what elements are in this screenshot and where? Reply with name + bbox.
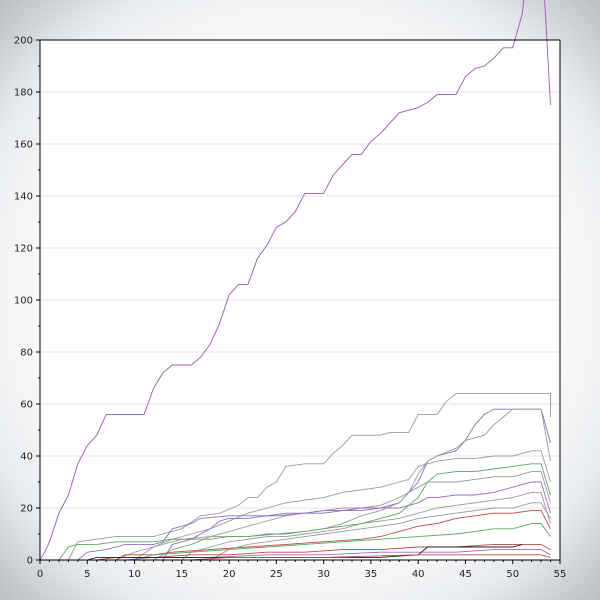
x-tick-label: 5	[84, 569, 90, 580]
series-line-2	[40, 393, 551, 560]
x-tick-label: 15	[175, 569, 188, 580]
series-line-8	[40, 481, 551, 560]
series-line-4	[40, 408, 551, 560]
y-axis: 0 20 40 60 80 100 120 140 160 180 200	[14, 36, 40, 567]
x-tick-label: 50	[506, 569, 519, 580]
y-tick-label: 80	[20, 348, 33, 359]
x-tick-label: 55	[554, 569, 567, 580]
series-line-1	[39, 0, 551, 560]
y-tick-label: 120	[14, 244, 33, 255]
y-tick-label: 100	[14, 296, 33, 307]
y-tick-label: 0	[27, 556, 33, 567]
series-line-5	[40, 450, 551, 560]
x-tick-label: 25	[270, 569, 283, 580]
series-line-12	[40, 523, 551, 560]
series-line-10	[40, 510, 551, 560]
y-tick-label: 180	[14, 88, 33, 99]
gridlines	[40, 91, 560, 509]
x-tick-label: 40	[412, 569, 425, 580]
y-tick-label: 20	[20, 504, 33, 515]
x-tick-label: 20	[223, 569, 236, 580]
series-line-6	[40, 463, 551, 560]
x-tick-label: 30	[317, 569, 330, 580]
x-axis: 0 5 10 15 20 25 30 35 40 45 50 55	[37, 560, 567, 580]
series-line-3	[40, 408, 551, 560]
series-line-11	[40, 502, 551, 560]
x-tick-label: 45	[459, 569, 472, 580]
x-tick-label: 35	[365, 569, 378, 580]
y-tick-label: 140	[14, 192, 33, 203]
series-layer	[39, 0, 551, 560]
series-line-15	[40, 543, 523, 560]
x-tick-label: 0	[37, 569, 43, 580]
y-tick-label: 60	[20, 400, 33, 411]
y-tick-label: 200	[14, 36, 33, 47]
series-line-9	[40, 491, 551, 560]
y-tick-label: 40	[20, 452, 33, 463]
y-tick-label: 160	[14, 140, 33, 151]
x-tick-label: 10	[128, 569, 141, 580]
